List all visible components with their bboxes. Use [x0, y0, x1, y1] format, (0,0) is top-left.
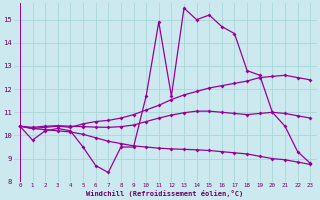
- X-axis label: Windchill (Refroidissement éolien,°C): Windchill (Refroidissement éolien,°C): [86, 190, 244, 197]
